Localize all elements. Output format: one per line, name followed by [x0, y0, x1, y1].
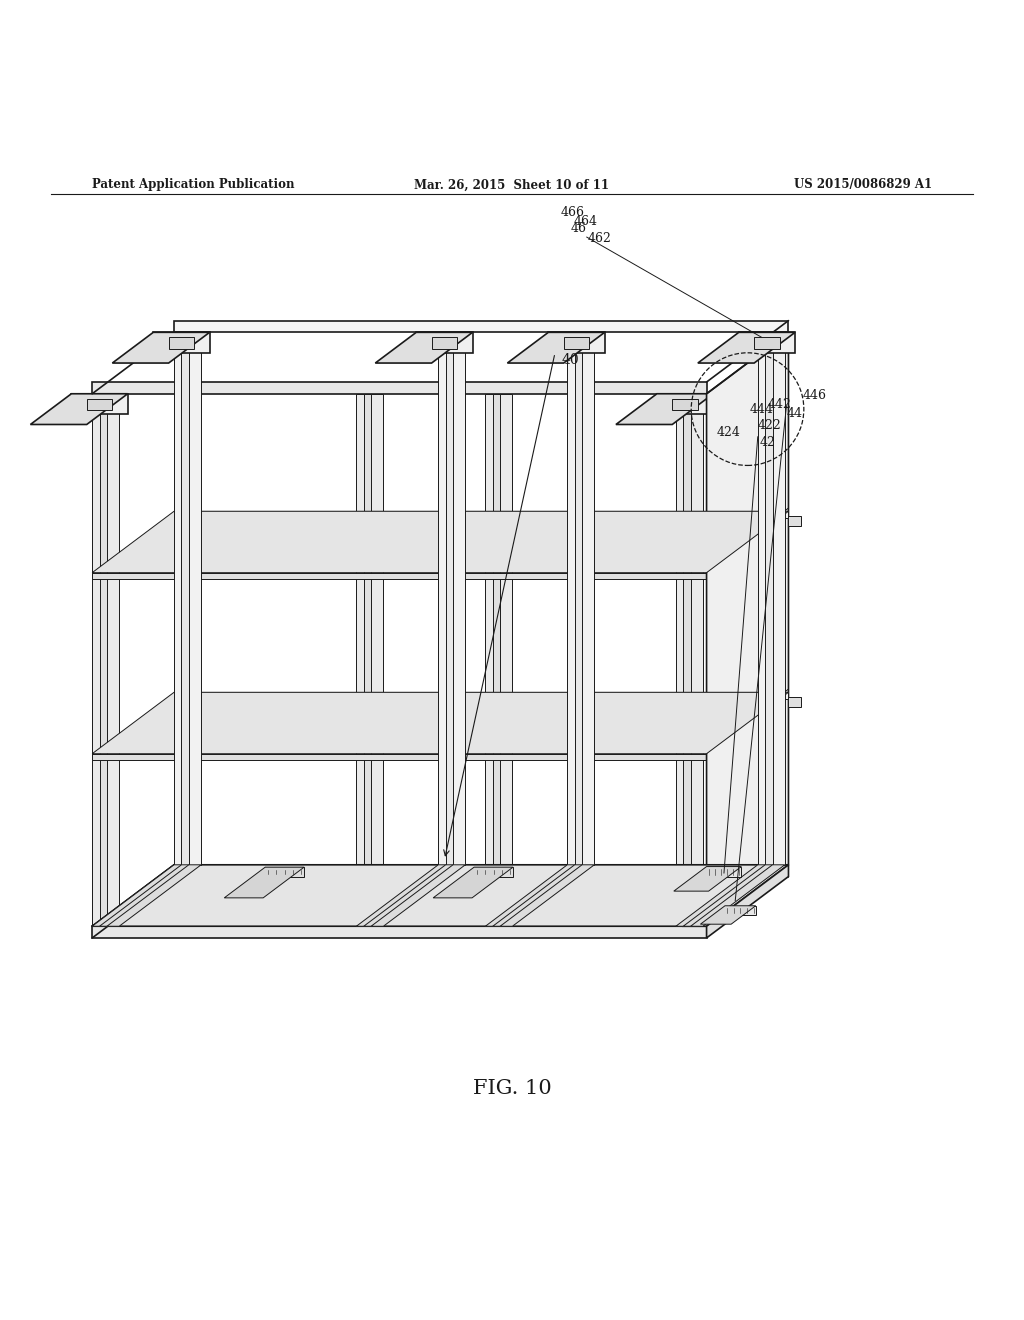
Polygon shape: [474, 867, 513, 876]
Polygon shape: [188, 333, 201, 865]
Polygon shape: [485, 865, 580, 927]
Text: Patent Application Publication: Patent Application Publication: [92, 178, 295, 191]
Text: 466: 466: [560, 206, 584, 219]
Polygon shape: [676, 393, 688, 927]
Text: 462: 462: [588, 231, 611, 244]
Text: 40: 40: [561, 352, 579, 367]
Polygon shape: [169, 338, 195, 348]
Polygon shape: [453, 333, 465, 865]
Polygon shape: [99, 393, 112, 927]
Polygon shape: [549, 333, 605, 352]
Polygon shape: [582, 333, 594, 865]
Polygon shape: [707, 865, 788, 939]
Polygon shape: [564, 338, 589, 348]
Polygon shape: [616, 393, 714, 425]
Polygon shape: [371, 865, 465, 927]
Polygon shape: [92, 381, 707, 393]
Text: 446: 446: [803, 389, 826, 403]
Polygon shape: [657, 393, 714, 414]
Polygon shape: [500, 865, 594, 927]
Text: 42: 42: [760, 437, 776, 449]
Polygon shape: [72, 393, 128, 414]
Polygon shape: [364, 393, 376, 927]
Text: 464: 464: [573, 215, 597, 228]
Polygon shape: [356, 393, 369, 927]
Text: 46: 46: [570, 222, 587, 235]
Polygon shape: [485, 393, 498, 927]
Text: FIG. 10: FIG. 10: [473, 1078, 551, 1097]
Polygon shape: [174, 865, 788, 876]
Polygon shape: [765, 333, 777, 865]
Polygon shape: [174, 511, 788, 517]
Polygon shape: [676, 865, 770, 927]
Polygon shape: [92, 865, 186, 927]
Polygon shape: [106, 865, 201, 927]
Polygon shape: [739, 333, 796, 352]
Polygon shape: [174, 333, 186, 865]
Polygon shape: [92, 511, 788, 573]
Polygon shape: [416, 333, 473, 352]
Polygon shape: [772, 333, 784, 865]
Polygon shape: [92, 692, 788, 754]
Text: 444: 444: [750, 403, 773, 416]
Polygon shape: [683, 865, 777, 927]
Polygon shape: [174, 692, 788, 698]
Polygon shape: [438, 333, 451, 865]
Text: US 2015/0086829 A1: US 2015/0086829 A1: [794, 178, 932, 191]
Polygon shape: [356, 865, 451, 927]
Polygon shape: [265, 867, 304, 876]
Polygon shape: [113, 333, 210, 363]
Polygon shape: [224, 867, 304, 898]
Polygon shape: [574, 333, 587, 865]
Text: 442: 442: [768, 397, 792, 411]
Polygon shape: [725, 906, 756, 915]
Polygon shape: [92, 393, 104, 927]
Polygon shape: [758, 333, 770, 865]
Polygon shape: [567, 333, 580, 865]
Polygon shape: [707, 866, 741, 878]
Polygon shape: [788, 516, 801, 525]
Polygon shape: [508, 333, 605, 363]
Polygon shape: [755, 338, 779, 348]
Polygon shape: [493, 865, 587, 927]
Polygon shape: [92, 573, 707, 579]
Polygon shape: [154, 333, 210, 352]
Polygon shape: [690, 393, 702, 927]
Polygon shape: [788, 697, 801, 706]
Polygon shape: [92, 927, 707, 939]
Polygon shape: [493, 393, 505, 927]
Polygon shape: [700, 906, 756, 924]
Polygon shape: [433, 867, 513, 898]
Polygon shape: [174, 321, 788, 333]
Text: 424: 424: [717, 426, 740, 440]
Polygon shape: [707, 333, 788, 927]
Polygon shape: [683, 393, 695, 927]
Polygon shape: [92, 865, 788, 927]
Polygon shape: [376, 333, 473, 363]
Polygon shape: [31, 393, 128, 425]
Polygon shape: [364, 865, 458, 927]
Polygon shape: [500, 393, 512, 927]
Text: 422: 422: [758, 418, 781, 432]
Polygon shape: [92, 754, 707, 760]
Polygon shape: [106, 393, 119, 927]
Polygon shape: [371, 393, 383, 927]
Polygon shape: [432, 338, 457, 348]
Polygon shape: [181, 333, 194, 865]
Polygon shape: [690, 865, 784, 927]
Text: 44: 44: [786, 407, 803, 420]
Polygon shape: [445, 333, 458, 865]
Polygon shape: [674, 866, 741, 891]
Polygon shape: [698, 333, 796, 363]
Polygon shape: [673, 399, 697, 411]
Polygon shape: [682, 865, 788, 927]
Polygon shape: [87, 399, 113, 411]
Text: Mar. 26, 2015  Sheet 10 of 11: Mar. 26, 2015 Sheet 10 of 11: [415, 178, 609, 191]
Polygon shape: [99, 865, 194, 927]
